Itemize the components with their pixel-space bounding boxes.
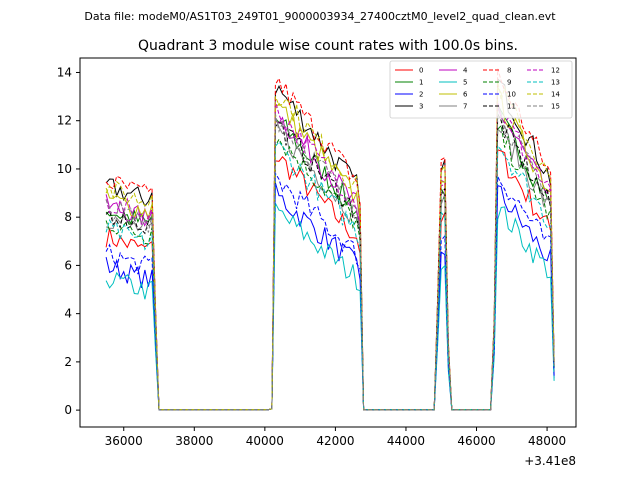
legend-label-14: 14 bbox=[551, 91, 560, 99]
legend-label-10: 10 bbox=[507, 91, 516, 99]
y-tick-label-8: 8 bbox=[64, 210, 72, 224]
y-tick-label-14: 14 bbox=[57, 65, 72, 79]
chart-title: Quadrant 3 module wise count rates with … bbox=[138, 38, 518, 54]
y-tick-label-6: 6 bbox=[64, 258, 72, 272]
legend-label-12: 12 bbox=[551, 67, 560, 75]
legend-label-15: 15 bbox=[551, 103, 560, 111]
legend-label-2: 2 bbox=[419, 91, 423, 99]
series-line-15 bbox=[105, 108, 555, 411]
legend-label-6: 6 bbox=[463, 91, 468, 99]
y-tick-label-12: 12 bbox=[57, 114, 72, 128]
x-tick-label-42000: 42000 bbox=[316, 434, 354, 448]
y-axis: 0 2 4 6 8 10 12 14 bbox=[57, 65, 80, 417]
x-tick-label-48000: 48000 bbox=[528, 434, 566, 448]
axes-frame bbox=[79, 57, 577, 428]
legend-label-1: 1 bbox=[419, 79, 423, 87]
x-axis: 36000 38000 40000 42000 44000 46000 48000 bbox=[105, 427, 566, 448]
legend-label-3: 3 bbox=[419, 103, 423, 111]
y-tick-label-0: 0 bbox=[64, 403, 72, 417]
series-line-11 bbox=[105, 113, 555, 411]
legend-label-13: 13 bbox=[551, 79, 560, 87]
plot-area: 36000 38000 40000 42000 44000 46000 48000 0 2 4 6… bbox=[57, 57, 577, 468]
legend-label-11: 11 bbox=[507, 103, 516, 111]
legend-label-7: 7 bbox=[463, 103, 467, 111]
y-tick-label-10: 10 bbox=[57, 162, 72, 176]
x-offset-label: +3.41e8 bbox=[524, 454, 576, 468]
legend-label-9: 9 bbox=[507, 79, 511, 87]
legend-box bbox=[389, 60, 573, 119]
x-tick-label-46000: 46000 bbox=[457, 434, 495, 448]
legend-label-5: 5 bbox=[463, 79, 467, 87]
legend-label-0: 0 bbox=[419, 67, 423, 75]
x-tick-label-40000: 40000 bbox=[246, 434, 284, 448]
x-tick-label-36000: 36000 bbox=[105, 434, 143, 448]
y-tick-label-4: 4 bbox=[64, 307, 72, 321]
series-line-13 bbox=[105, 141, 555, 411]
y-tick-label-2: 2 bbox=[64, 355, 72, 369]
x-tick-label-38000: 38000 bbox=[175, 434, 213, 448]
legend-label-4: 4 bbox=[463, 67, 468, 75]
series-lines bbox=[105, 68, 555, 411]
legend-label-8: 8 bbox=[507, 67, 511, 75]
suptitle: Data file: modeM0/AS1T03_249T01_90000039… bbox=[84, 10, 556, 23]
x-tick-label-44000: 44000 bbox=[387, 434, 425, 448]
